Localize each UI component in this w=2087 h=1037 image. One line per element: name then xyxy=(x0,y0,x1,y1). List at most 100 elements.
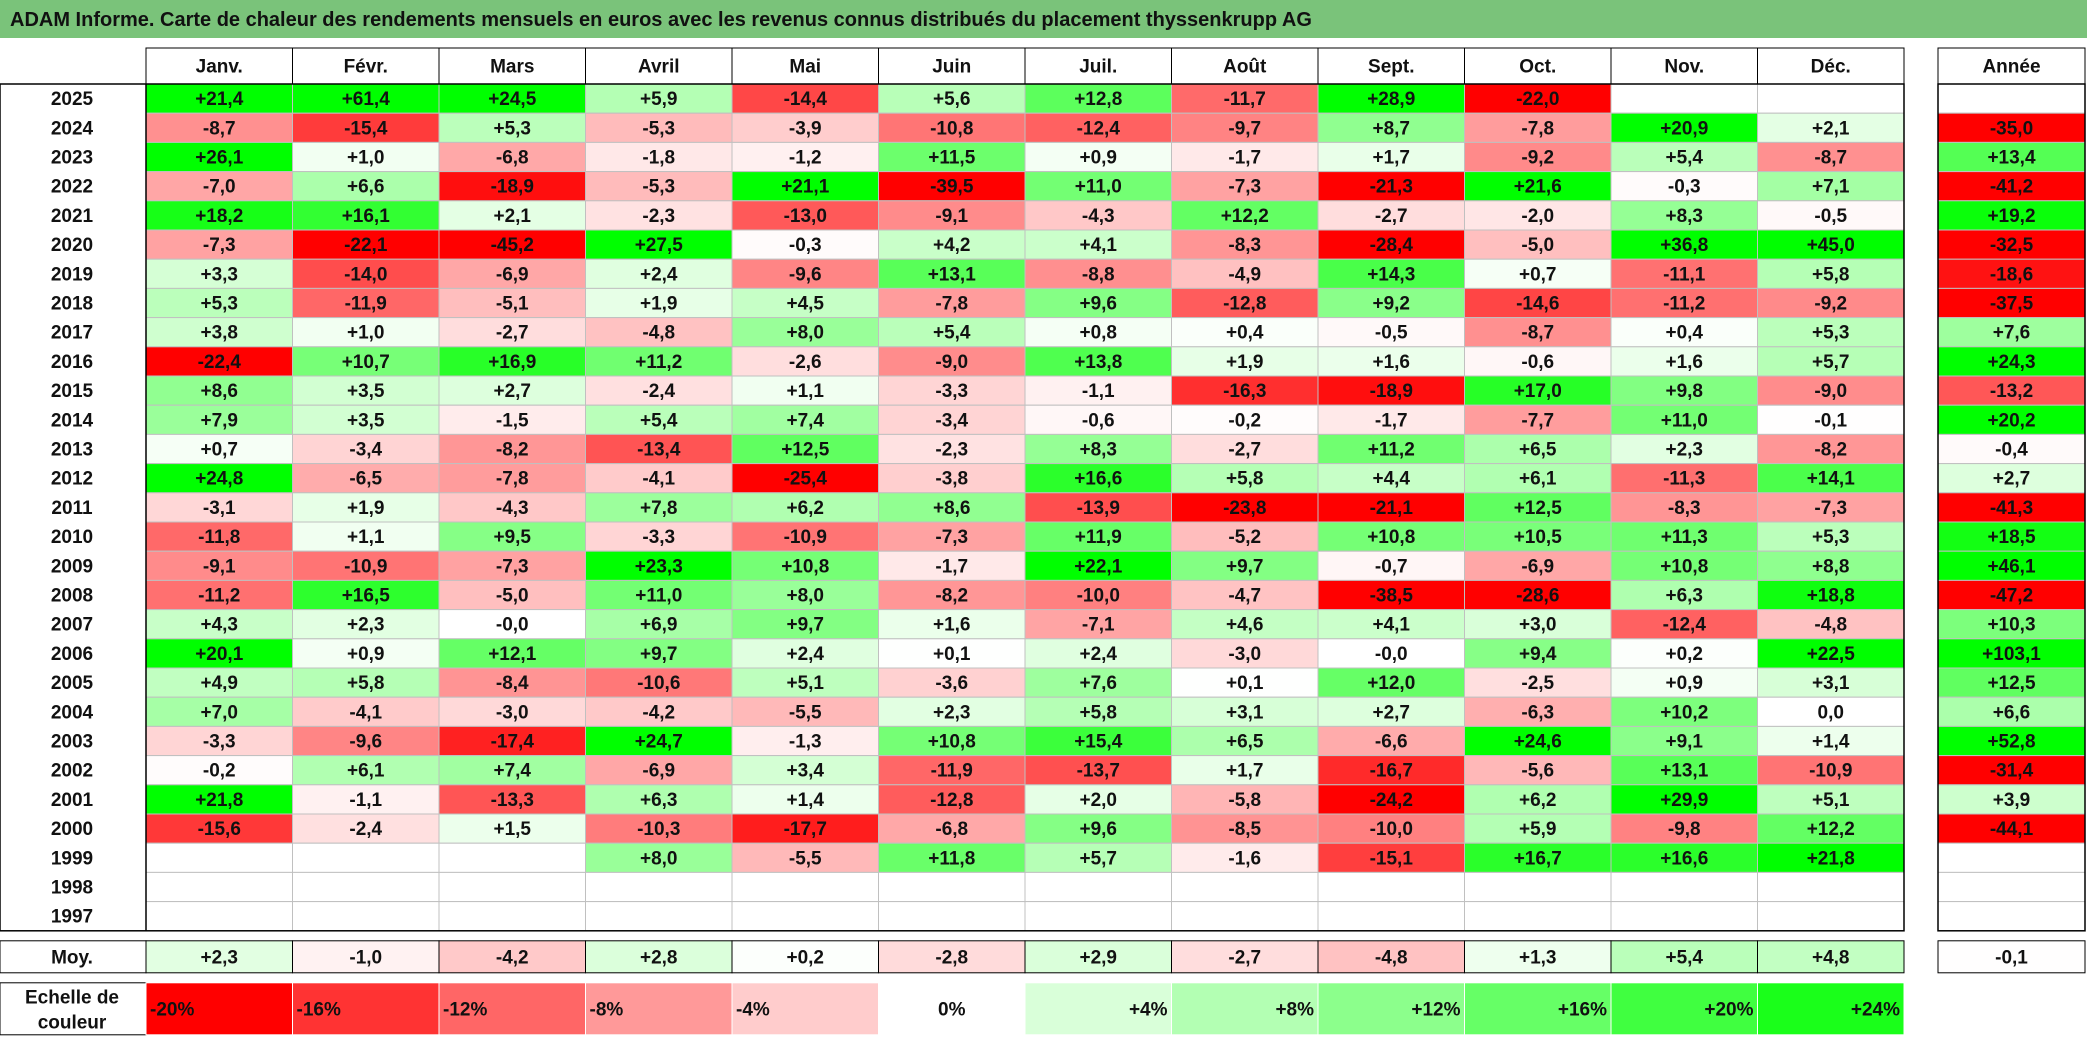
cell-value: +2,7 xyxy=(493,381,531,402)
heatmap-cell xyxy=(1317,346,1465,377)
heatmap-cell xyxy=(438,842,586,873)
heatmap-cell xyxy=(1171,901,1319,932)
cell-value: +21,4 xyxy=(195,89,244,110)
cell-value: +11,0 xyxy=(1661,410,1708,431)
cell-value: -25,4 xyxy=(784,469,828,490)
cell-value: -39,5 xyxy=(930,177,974,198)
heatmap-cell xyxy=(1171,638,1319,669)
heatmap-cell xyxy=(1464,141,1612,173)
heatmap-cell xyxy=(145,638,293,669)
heatmap-cell xyxy=(1171,842,1319,873)
cell-value: +3,1 xyxy=(1226,702,1264,723)
row-year-label: 2024 xyxy=(51,118,94,139)
heatmap-cell xyxy=(1610,784,1758,815)
month-header-label: Août xyxy=(1223,57,1267,78)
cell-value: -7,7 xyxy=(1521,410,1554,431)
cell-value: +15,4 xyxy=(1074,732,1123,753)
heatmap-cell xyxy=(731,200,879,231)
heatmap-cell xyxy=(145,871,293,903)
row-year-label: 2012 xyxy=(51,469,93,490)
scale-swatch xyxy=(1757,982,1905,1036)
cell-value: +7,4 xyxy=(786,410,824,431)
cell-value: -2,3 xyxy=(935,440,968,461)
heatmap-cell xyxy=(731,696,879,727)
heatmap-cell xyxy=(1610,141,1758,173)
heatmap-cell xyxy=(1317,609,1465,640)
annual-value: -41,3 xyxy=(1990,498,2033,519)
heatmap-cell xyxy=(1757,579,1905,611)
cell-value: +5,9 xyxy=(1519,819,1557,840)
cell-value: -10,8 xyxy=(930,118,973,139)
cell-value: +22,1 xyxy=(1074,556,1123,577)
annual-value: -32,5 xyxy=(1990,235,2034,256)
cell-value: -9,0 xyxy=(1814,381,1847,402)
annual-value: +3,9 xyxy=(1993,790,2031,811)
cell-value: +1,9 xyxy=(640,294,678,315)
scale-swatch xyxy=(731,982,879,1036)
cell-value: +10,8 xyxy=(1660,556,1708,577)
heatmap-cell xyxy=(1464,171,1612,202)
cell-value: +12,2 xyxy=(1221,206,1269,227)
cell-value: -3,1 xyxy=(203,498,236,519)
cell-value: -15,1 xyxy=(1370,848,1414,869)
heatmap-cell xyxy=(292,521,440,552)
cell-value: -5,0 xyxy=(496,586,529,607)
heatmap-cell xyxy=(1024,521,1172,552)
cell-value: -3,9 xyxy=(789,118,822,139)
annual-value: +52,8 xyxy=(1987,732,2035,753)
month-header-cell xyxy=(145,47,293,85)
cell-value: -1,7 xyxy=(1228,148,1261,169)
heatmap-cell xyxy=(1171,492,1319,523)
heatmap-cell xyxy=(585,463,733,494)
cell-value: -16,7 xyxy=(1370,761,1413,782)
cell-value: +2,3 xyxy=(347,615,385,636)
cell-value: +1,9 xyxy=(1226,352,1264,373)
heatmap-cell xyxy=(878,871,1026,903)
heatmap-cell xyxy=(1317,871,1465,903)
cell-value: -9,1 xyxy=(935,206,968,227)
cell-value: +6,6 xyxy=(347,177,385,198)
heatmap-cell xyxy=(292,871,440,903)
cell-value: +9,1 xyxy=(1665,732,1703,753)
cell-value: +5,8 xyxy=(1079,702,1117,723)
annual-value: +103,1 xyxy=(1982,644,2041,665)
cell-value: +21,6 xyxy=(1514,177,1562,198)
cell-value: -8,2 xyxy=(935,586,968,607)
average-value: -4,8 xyxy=(1375,947,1408,968)
cell-value: +2,3 xyxy=(933,702,971,723)
heatmap-cell xyxy=(438,433,586,465)
annual-cell xyxy=(1937,317,2086,348)
heatmap-cell xyxy=(585,784,733,815)
heatmap-cell xyxy=(292,842,440,873)
average-label-cell xyxy=(0,940,147,974)
row-year-label: 2006 xyxy=(51,644,93,665)
cell-value: +3,8 xyxy=(200,323,238,344)
cell-value: -3,6 xyxy=(935,673,968,694)
cell-value: -8,3 xyxy=(1668,498,1701,519)
cell-value: +0,9 xyxy=(347,644,385,665)
heatmap-cell xyxy=(1464,784,1612,815)
cell-value: +4,1 xyxy=(1079,235,1117,256)
cell-value: -4,2 xyxy=(642,702,675,723)
cell-value: +5,3 xyxy=(1812,323,1850,344)
heatmap-cell xyxy=(1024,375,1172,406)
heatmap-cell xyxy=(1171,258,1319,289)
heatmap-cell xyxy=(1024,638,1172,669)
heatmap-cell xyxy=(1464,258,1612,289)
heatmap-cell xyxy=(585,871,733,903)
cell-value: -10,9 xyxy=(344,556,387,577)
month-header-label: Oct. xyxy=(1519,57,1556,78)
heatmap-cell xyxy=(585,346,733,377)
cell-value: -14,4 xyxy=(784,89,828,110)
row-year-label: 1998 xyxy=(51,878,93,899)
cell-value: +9,7 xyxy=(1226,556,1264,577)
scale-swatch xyxy=(585,982,733,1036)
cell-value: +17,0 xyxy=(1514,381,1562,402)
heatmap-cell xyxy=(1317,813,1465,844)
cell-value: +13,8 xyxy=(1074,352,1122,373)
heatmap-cell xyxy=(145,725,293,757)
cell-value: +6,1 xyxy=(347,761,385,782)
heatmap-cell xyxy=(1464,83,1612,114)
annual-cell xyxy=(1937,725,2086,757)
cell-value: -13,7 xyxy=(1077,761,1120,782)
